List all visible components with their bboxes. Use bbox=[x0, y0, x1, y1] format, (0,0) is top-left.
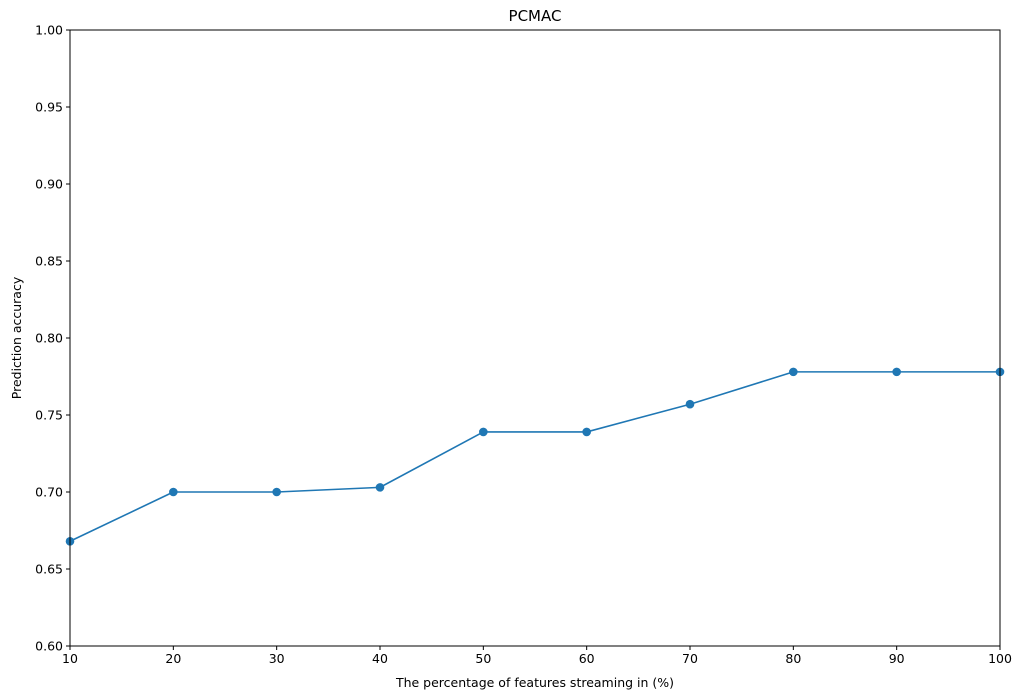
y-tick-label: 0.80 bbox=[35, 331, 63, 346]
y-tick-label: 0.65 bbox=[35, 562, 63, 577]
data-point bbox=[582, 427, 591, 437]
plot-area bbox=[65, 29, 1005, 647]
data-point bbox=[375, 483, 385, 492]
data-point bbox=[685, 399, 695, 409]
x-tick-label: 80 bbox=[785, 651, 801, 666]
y-tick-label: 1.00 bbox=[35, 23, 63, 38]
x-tick-label: 30 bbox=[269, 651, 285, 666]
data-point bbox=[789, 367, 798, 377]
series-line bbox=[69, 371, 1000, 543]
y-tick-label: 0.90 bbox=[35, 177, 63, 192]
data-point bbox=[892, 367, 901, 377]
data-point bbox=[479, 427, 488, 437]
y-axis-label: Prediction accuracy bbox=[9, 276, 24, 399]
x-tick-label: 50 bbox=[475, 651, 491, 666]
x-axis: 10 20 30 40 50 60 70 80 90 100 bbox=[62, 646, 1012, 666]
data-point bbox=[169, 487, 178, 497]
y-axis: 0.60 0.65 0.70 0.75 0.80 0.85 0.90 0.95 1.00 bbox=[35, 23, 70, 654]
x-tick-label: 20 bbox=[165, 651, 181, 666]
x-tick-label: 70 bbox=[682, 651, 698, 666]
y-tick-label: 0.75 bbox=[35, 408, 63, 423]
y-tick-label: 0.60 bbox=[35, 639, 63, 654]
x-tick-label: 100 bbox=[988, 651, 1012, 666]
x-tick-label: 90 bbox=[889, 651, 905, 666]
y-tick-label: 0.95 bbox=[35, 100, 63, 115]
x-tick-label: 10 bbox=[62, 651, 78, 666]
chart-title: PCMAC bbox=[509, 7, 562, 25]
y-tick-label: 0.70 bbox=[35, 485, 63, 500]
x-axis-label: The percentage of features streaming in … bbox=[395, 675, 674, 690]
data-point bbox=[272, 487, 281, 497]
y-tick-label: 0.85 bbox=[35, 254, 63, 269]
x-tick-label: 40 bbox=[372, 651, 388, 666]
x-tick-label: 60 bbox=[579, 651, 595, 666]
